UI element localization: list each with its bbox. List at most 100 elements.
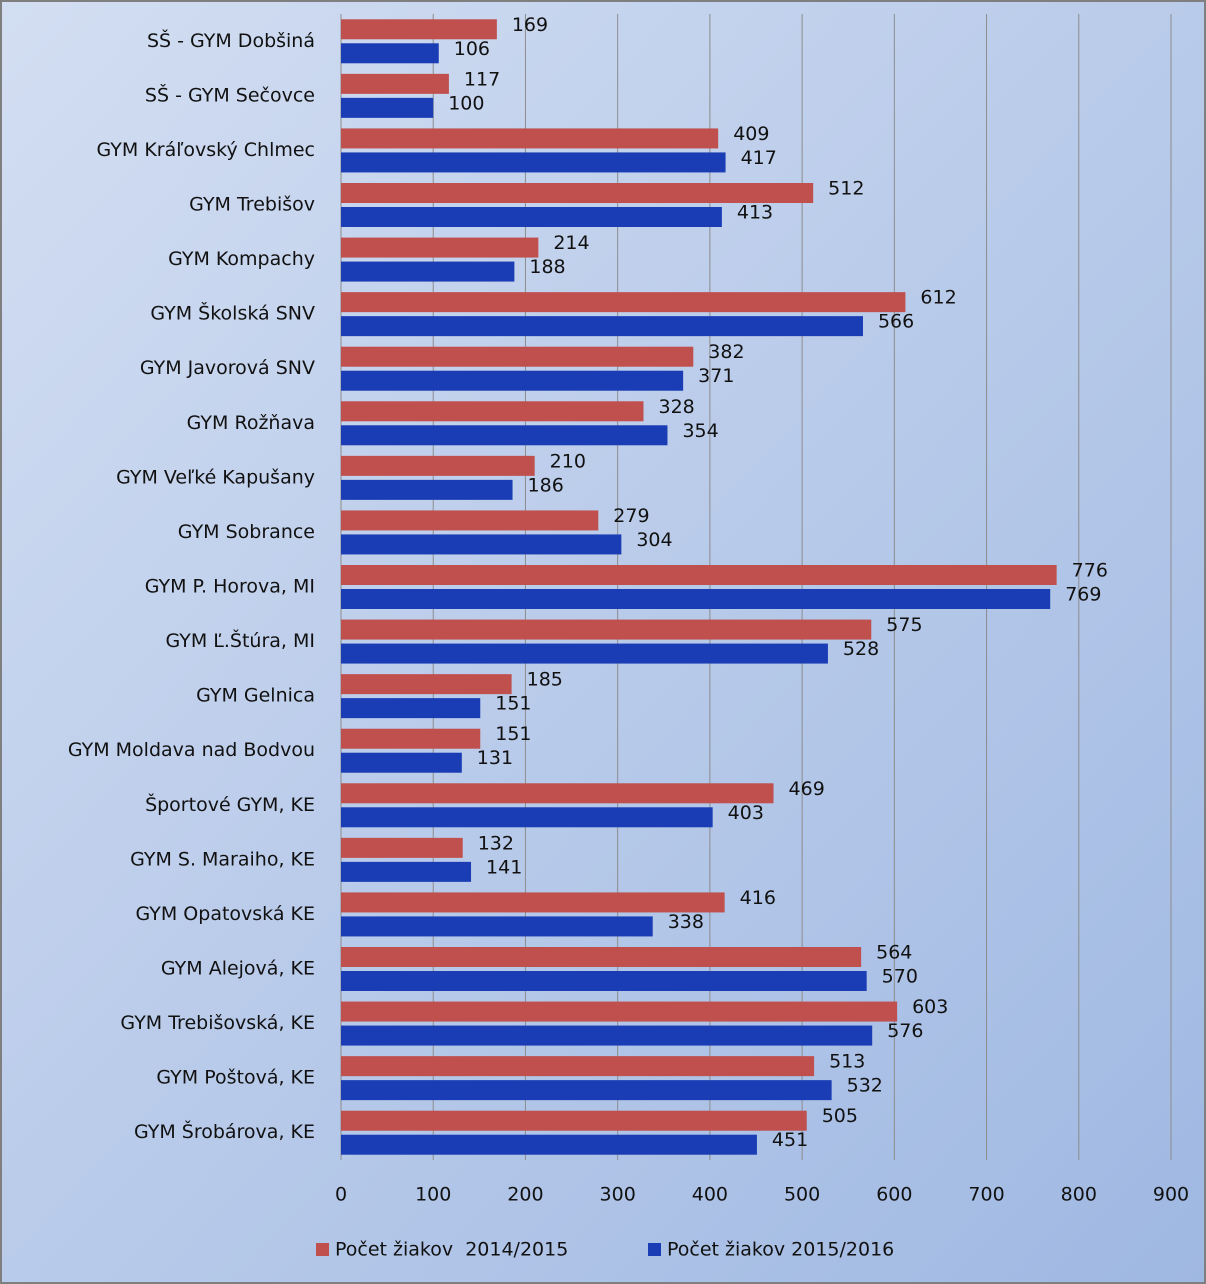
bar [341, 1134, 757, 1155]
legend-swatch [316, 1243, 329, 1256]
y-tick-label: GYM Ľ.Štúra, MI [165, 628, 315, 652]
bar [341, 619, 872, 640]
data-label: 279 [613, 505, 649, 527]
bar [341, 1056, 815, 1077]
y-tick-label: GYM Veľké Kapušany [116, 466, 315, 488]
y-tick-label: SŠ - GYM Dobšiná [147, 28, 315, 52]
bar [341, 698, 481, 719]
bar [341, 971, 867, 991]
bar [341, 237, 539, 258]
data-label: 186 [528, 474, 564, 496]
bar [341, 861, 472, 882]
bar [341, 370, 684, 391]
x-tick-label: 800 [1061, 1184, 1097, 1206]
y-tick-label: GYM Alejová, KE [161, 958, 315, 980]
data-label: 185 [527, 669, 563, 691]
y-tick-label: GYM Poštová, KE [156, 1067, 315, 1089]
data-label: 413 [737, 202, 773, 224]
y-tick-label: SŠ - GYM Sečovce [145, 82, 315, 106]
bar [341, 783, 774, 804]
data-label: 131 [477, 747, 513, 769]
data-label: 566 [878, 311, 914, 333]
bar [341, 892, 725, 913]
bar [341, 292, 906, 313]
bar [341, 346, 694, 367]
data-label: 106 [454, 38, 490, 60]
y-tick-label: Športové GYM, KE [145, 792, 315, 816]
data-label: 575 [886, 614, 922, 636]
y-tick-label: GYM Javorová SNV [140, 357, 315, 379]
x-tick-label: 600 [876, 1184, 912, 1206]
x-tick-label: 200 [507, 1184, 543, 1206]
bar [341, 479, 513, 500]
legend-label: Počet žiakov 2014/2015 [335, 1239, 568, 1261]
legend-label: Počet žiakov 2015/2016 [667, 1239, 894, 1261]
data-label: 603 [912, 996, 948, 1018]
bar [341, 97, 434, 118]
y-tick-label: GYM Šrobárova, KE [134, 1119, 315, 1143]
data-label: 382 [708, 341, 744, 363]
data-label: 141 [486, 856, 522, 878]
bar [341, 183, 814, 203]
data-label: 214 [553, 232, 589, 254]
data-label: 576 [887, 1020, 923, 1042]
bar [341, 455, 535, 476]
data-label: 417 [741, 147, 777, 169]
bar [341, 589, 1051, 609]
data-label: 528 [843, 638, 879, 660]
y-tick-label: GYM Kráľovský Chlmec [97, 139, 315, 161]
bar [341, 152, 726, 173]
bar [341, 43, 439, 64]
bar [341, 565, 1057, 585]
x-tick-label: 900 [1153, 1184, 1189, 1206]
data-label: 117 [464, 68, 500, 90]
data-label: 403 [728, 802, 764, 824]
data-label: 100 [448, 92, 484, 114]
data-label: 469 [789, 778, 825, 800]
y-tick-label: GYM Sobrance [178, 521, 315, 543]
data-label: 532 [847, 1075, 883, 1097]
data-label: 338 [668, 911, 704, 933]
x-tick-label: 400 [692, 1184, 728, 1206]
bar [341, 1080, 832, 1101]
y-tick-label: GYM Trebišovská, KE [120, 1012, 315, 1034]
y-tick-label: GYM Opatovská KE [135, 903, 315, 925]
data-label: 776 [1072, 560, 1108, 582]
bar [341, 425, 668, 446]
x-tick-label: 100 [415, 1184, 451, 1206]
y-tick-label: GYM Školská SNV [150, 301, 315, 325]
y-tick-label: GYM Moldava nad Bodvou [68, 739, 315, 761]
bar [341, 534, 622, 555]
bar [341, 1025, 873, 1046]
data-label: 354 [682, 420, 718, 442]
bar [341, 728, 481, 749]
data-label: 151 [495, 693, 531, 715]
bar [341, 807, 713, 828]
data-label: 612 [920, 287, 956, 309]
data-label: 151 [495, 723, 531, 745]
y-tick-label: GYM P. Horova, MI [145, 576, 315, 598]
bar [341, 261, 515, 282]
bar [341, 674, 512, 695]
data-label: 328 [658, 396, 694, 418]
bar [341, 947, 862, 967]
y-tick-label: GYM S. Maraiho, KE [130, 848, 315, 870]
y-tick-label: GYM Trebišov [189, 194, 315, 216]
x-tick-label: 0 [335, 1184, 347, 1206]
data-label: 210 [550, 450, 586, 472]
bar [341, 837, 463, 858]
data-label: 132 [478, 832, 514, 854]
bar [341, 1001, 898, 1022]
bar [341, 316, 863, 337]
bar [341, 128, 719, 149]
data-label: 769 [1065, 584, 1101, 606]
data-label: 409 [733, 123, 769, 145]
bar [341, 73, 449, 94]
bar [341, 643, 828, 664]
data-label: 570 [882, 966, 918, 988]
bar [341, 19, 497, 40]
bar [341, 207, 722, 227]
bar [341, 1110, 807, 1131]
x-tick-label: 700 [968, 1184, 1004, 1206]
